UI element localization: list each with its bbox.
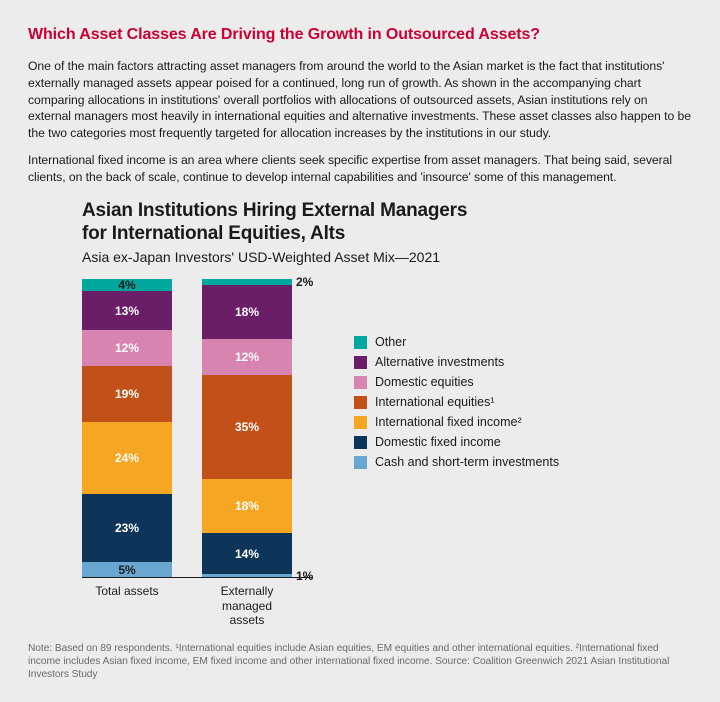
legend-swatch [354, 436, 367, 449]
intro-paragraph-1: One of the main factors attracting asset… [28, 58, 692, 142]
legend-label: Domestic fixed income [375, 435, 501, 449]
legend-swatch [354, 416, 367, 429]
legend-item: Domestic equities [354, 375, 559, 389]
legend-label: International equities¹ [375, 395, 495, 409]
bar-segment-dom_fi: 14% [202, 533, 292, 575]
legend-label: Other [375, 335, 406, 349]
chart-title: Asian Institutions Hiring External Manag… [82, 200, 692, 246]
bar-segment-alt: 13% [82, 291, 172, 330]
chart-container: Asian Institutions Hiring External Manag… [82, 200, 692, 628]
bar-segment-other: 4% [82, 279, 172, 291]
legend-swatch [354, 396, 367, 409]
legend-swatch [354, 356, 367, 369]
bars-area: 4%13%12%19%24%23%5%2%18%12%35%18%14%1% T… [82, 279, 312, 627]
bar-segment-intl_fi: 18% [202, 479, 292, 533]
bar-segment-dom_fi: 23% [82, 494, 172, 563]
chart-subtitle: Asia ex-Japan Investors' USD-Weighted As… [82, 249, 692, 265]
legend-label: International fixed income² [375, 415, 522, 429]
bar-segment-cash: 1% [202, 574, 292, 577]
segment-label: 1% [296, 569, 313, 583]
stacked-bar: 2%18%12%35%18%14%1% [202, 279, 292, 577]
legend-label: Alternative investments [375, 355, 504, 369]
bar-segment-intl_fi: 24% [82, 422, 172, 494]
legend-item: Other [354, 335, 559, 349]
chart-title-line2: for International Equities, Alts [82, 223, 345, 244]
legend-label: Domestic equities [375, 375, 474, 389]
chart-title-line1: Asian Institutions Hiring External Manag… [82, 200, 467, 221]
legend-item: International equities¹ [354, 395, 559, 409]
stacked-bar: 4%13%12%19%24%23%5% [82, 279, 172, 577]
segment-label: 2% [296, 275, 313, 289]
category-label: Total assets [82, 584, 172, 598]
intro-paragraph-2: International fixed income is an area wh… [28, 152, 692, 186]
legend-item: Domestic fixed income [354, 435, 559, 449]
category-label: Externally managedassets [202, 584, 292, 627]
legend-item: International fixed income² [354, 415, 559, 429]
legend-swatch [354, 456, 367, 469]
legend-swatch [354, 376, 367, 389]
page-title: Which Asset Classes Are Driving the Grow… [28, 26, 692, 44]
bar-segment-cash: 5% [82, 562, 172, 577]
bar-segment-dom_eq: 12% [202, 339, 292, 375]
bar-segment-intl_eq: 35% [202, 375, 292, 479]
legend-swatch [354, 336, 367, 349]
bar-segment-intl_eq: 19% [82, 366, 172, 423]
legend: Other Alternative investments Domestic equ… [354, 335, 559, 475]
bar-segment-dom_eq: 12% [82, 330, 172, 366]
chart-footnote: Note: Based on 89 respondents. ¹Internat… [28, 642, 692, 681]
legend-item: Cash and short-term investments [354, 455, 559, 469]
legend-item: Alternative investments [354, 355, 559, 369]
legend-label: Cash and short-term investments [375, 455, 559, 469]
bar-segment-alt: 18% [202, 285, 292, 339]
